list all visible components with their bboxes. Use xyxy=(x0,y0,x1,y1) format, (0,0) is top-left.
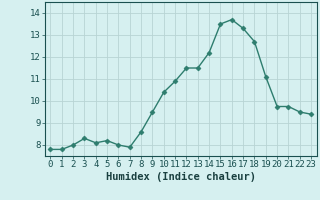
X-axis label: Humidex (Indice chaleur): Humidex (Indice chaleur) xyxy=(106,172,256,182)
